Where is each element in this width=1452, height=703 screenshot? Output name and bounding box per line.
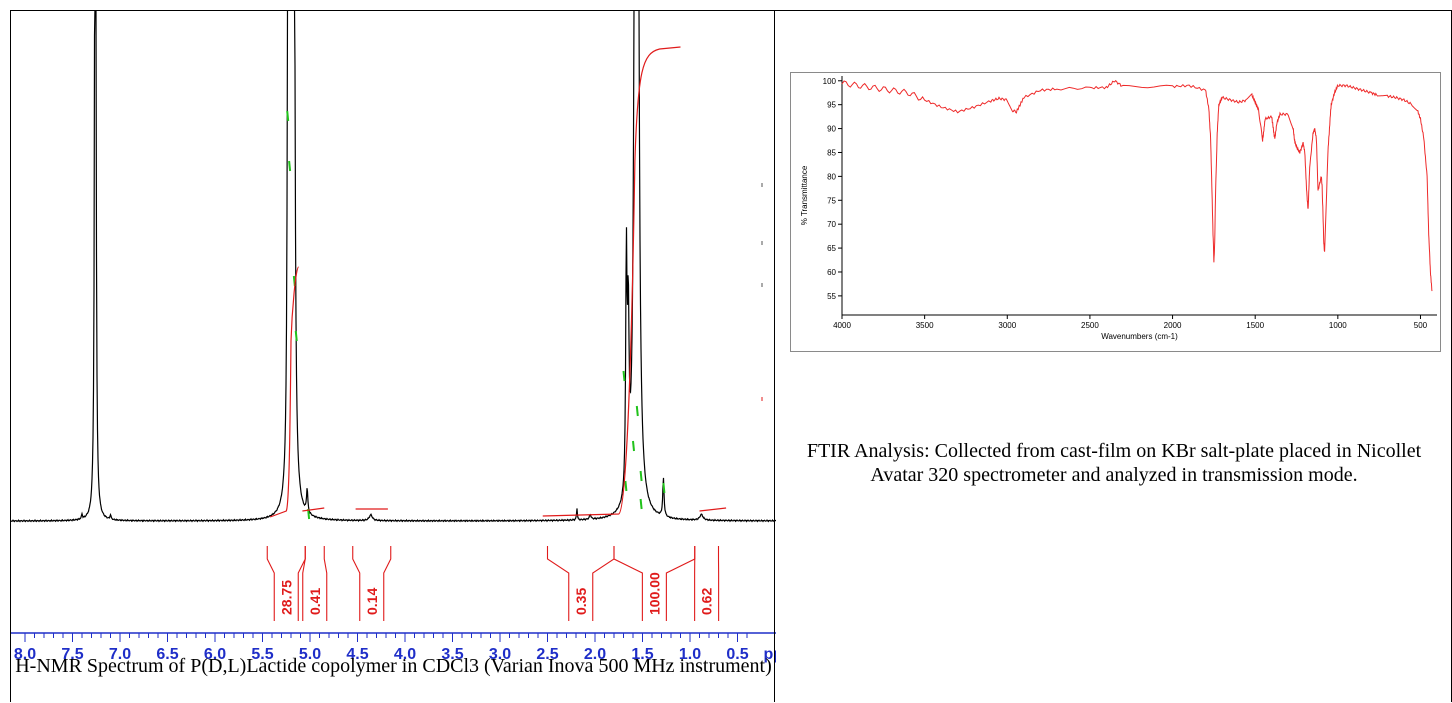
nmr-tick-label: 3.5 xyxy=(441,646,463,663)
nmr-integral-value: 100.00 xyxy=(646,572,662,615)
nmr-tick-label: 0.5 xyxy=(726,646,748,663)
nmr-tick-label: 4.0 xyxy=(394,646,416,663)
nmr-tick-label: 5.5 xyxy=(251,646,273,663)
nmr-integral-curve xyxy=(699,507,727,512)
nmr-tick-label: 4.5 xyxy=(346,646,368,663)
ftir-caption: FTIR Analysis: Collected from cast-film … xyxy=(806,440,1422,486)
nmr-peak-mark xyxy=(622,370,626,382)
nmr-tick-label: 2.5 xyxy=(536,646,558,663)
nmr-tick-label: 1.0 xyxy=(679,646,701,663)
nmr-peak-mark xyxy=(639,470,643,482)
ftir-y-tick-label: 75 xyxy=(827,196,836,205)
ftir-y-tick-label: 80 xyxy=(827,172,836,181)
ftir-y-tick-label: 55 xyxy=(827,292,836,301)
nmr-integral-curve xyxy=(542,46,681,517)
nmr-tick-label: 5.0 xyxy=(299,646,321,663)
nmr-tick-label: 2.0 xyxy=(584,646,606,663)
nmr-integral-curve xyxy=(302,507,325,512)
nmr-spectrum-chart: 28.75 0.41 0.14 0.35 100.00 0.62 8.0 7.5 7.0 6.5 6… xyxy=(11,11,777,663)
nmr-spectrum-line xyxy=(11,11,776,523)
ftir-spectrum-line xyxy=(841,79,1433,292)
ftir-x-axis-title: Wavenumbers (cm-1) xyxy=(1101,332,1178,341)
nmr-integral-value: 28.75 xyxy=(278,580,294,615)
nmr-peak-mark xyxy=(294,330,298,342)
nmr-integral-bracket xyxy=(352,546,392,621)
ftir-panel: 100 95 90 85 80 75 70 65 60 55 4000 3500 3000 2500 200… xyxy=(774,10,1452,702)
nmr-peak-mark xyxy=(635,405,639,417)
ftir-chart-frame: 100 95 90 85 80 75 70 65 60 55 4000 3500 3000 2500 200… xyxy=(790,72,1441,352)
ftir-x-tick-label: 4000 xyxy=(833,321,851,330)
nmr-tick-label: 1.5 xyxy=(631,646,653,663)
ftir-y-tick-label: 95 xyxy=(827,101,836,110)
ftir-spectrum-chart: 100 95 90 85 80 75 70 65 60 55 4000 3500 3000 2500 200… xyxy=(800,76,1437,341)
ftir-x-tick-label: 3000 xyxy=(998,321,1016,330)
ftir-y-tick-label: 85 xyxy=(827,148,836,157)
nmr-tick-label: 3.0 xyxy=(489,646,511,663)
nmr-tick-label: 7.0 xyxy=(109,646,131,663)
nmr-integral-value: 0.62 xyxy=(699,588,715,615)
ftir-x-tick-label: 1000 xyxy=(1329,321,1347,330)
nmr-integral-value: 0.41 xyxy=(307,588,323,615)
ftir-y-tick-label: 60 xyxy=(827,268,836,277)
nmr-peak-mark xyxy=(286,110,290,122)
ftir-y-axis-title: % Transmittance xyxy=(800,165,809,225)
nmr-caption: H-NMR Spectrum of P(D,L)Lactide copolyme… xyxy=(15,655,772,677)
ftir-y-tick-label: 70 xyxy=(827,220,836,229)
nmr-tick-label: 6.0 xyxy=(204,646,226,663)
nmr-tick-label: 6.5 xyxy=(156,646,178,663)
nmr-peak-mark xyxy=(662,482,666,494)
ftir-x-tick-label: 2500 xyxy=(1081,321,1099,330)
nmr-integral-curve xyxy=(269,266,300,518)
nmr-tick-label: 8.0 xyxy=(14,646,36,663)
ftir-y-tick-label: 65 xyxy=(827,244,836,253)
nmr-axis-unit: ppi xyxy=(764,646,777,663)
nmr-peak-mark xyxy=(624,480,628,492)
nmr-integral-bracket xyxy=(302,546,328,621)
nmr-integral-bracket xyxy=(694,546,720,621)
nmr-panel: 28.75 0.41 0.14 0.35 100.00 0.62 8.0 7.5 7.0 6.5 6… xyxy=(10,10,777,702)
nmr-peak-mark xyxy=(639,498,643,510)
nmr-integral-value: 0.35 xyxy=(573,588,589,615)
ftir-x-tick-label: 1500 xyxy=(1246,321,1264,330)
ftir-x-tick-label: 3500 xyxy=(916,321,934,330)
nmr-peak-mark xyxy=(288,160,292,172)
ftir-x-tick-label: 2000 xyxy=(1164,321,1182,330)
nmr-integral-value: 0.14 xyxy=(364,588,380,615)
ftir-y-tick-label: 90 xyxy=(827,125,836,134)
ftir-y-tick-label: 100 xyxy=(823,77,837,86)
nmr-tick-label: 7.5 xyxy=(61,646,83,663)
ftir-x-tick-label: 500 xyxy=(1414,321,1428,330)
nmr-peak-mark xyxy=(632,440,635,452)
